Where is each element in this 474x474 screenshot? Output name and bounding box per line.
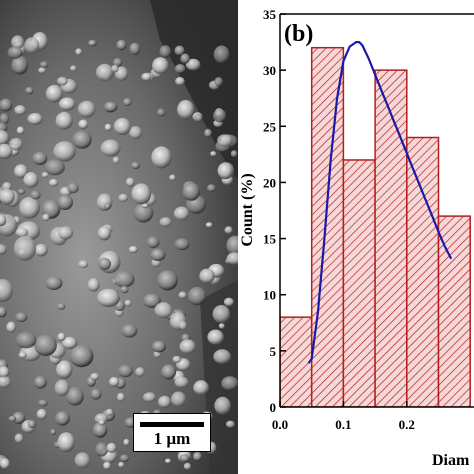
y-tick-label: 10 (263, 288, 276, 303)
histogram-bar (437, 215, 471, 407)
histogram-bar (406, 136, 440, 407)
x-tick-label: 0.2 (399, 417, 415, 432)
y-tick-label: 30 (263, 63, 276, 78)
x-tick-label: 0.1 (335, 417, 351, 432)
histogram-chart: 0 5 10 15 20 25 30 35 0.0 0.1 0.2 (b) Count (%) D… (239, 7, 474, 469)
y-tick-label: 5 (270, 344, 277, 359)
x-axis-label: Diam (432, 452, 470, 469)
scale-bar-label: 1 µm (153, 429, 191, 448)
y-tick-label: 25 (263, 119, 277, 134)
y-tick-label: 35 (263, 7, 277, 22)
sem-micrograph: 1 µm (0, 0, 238, 474)
histogram-bar (374, 69, 408, 407)
scale-bar-line (140, 422, 204, 427)
histogram-bar (310, 46, 345, 407)
y-tick-label: 15 (263, 232, 277, 247)
histogram-bar (280, 316, 313, 407)
panel-label: (b) (284, 21, 313, 47)
y-tick-label: 0 (270, 400, 277, 415)
fit-curve (307, 41, 453, 364)
scale-bar: 1 µm (133, 413, 211, 452)
histogram-bar (342, 159, 376, 407)
y-tick-label: 20 (263, 175, 276, 190)
y-axis-label: Count (%) (239, 173, 256, 246)
x-tick-label: 0.0 (272, 417, 288, 432)
sem-texture (0, 0, 238, 474)
